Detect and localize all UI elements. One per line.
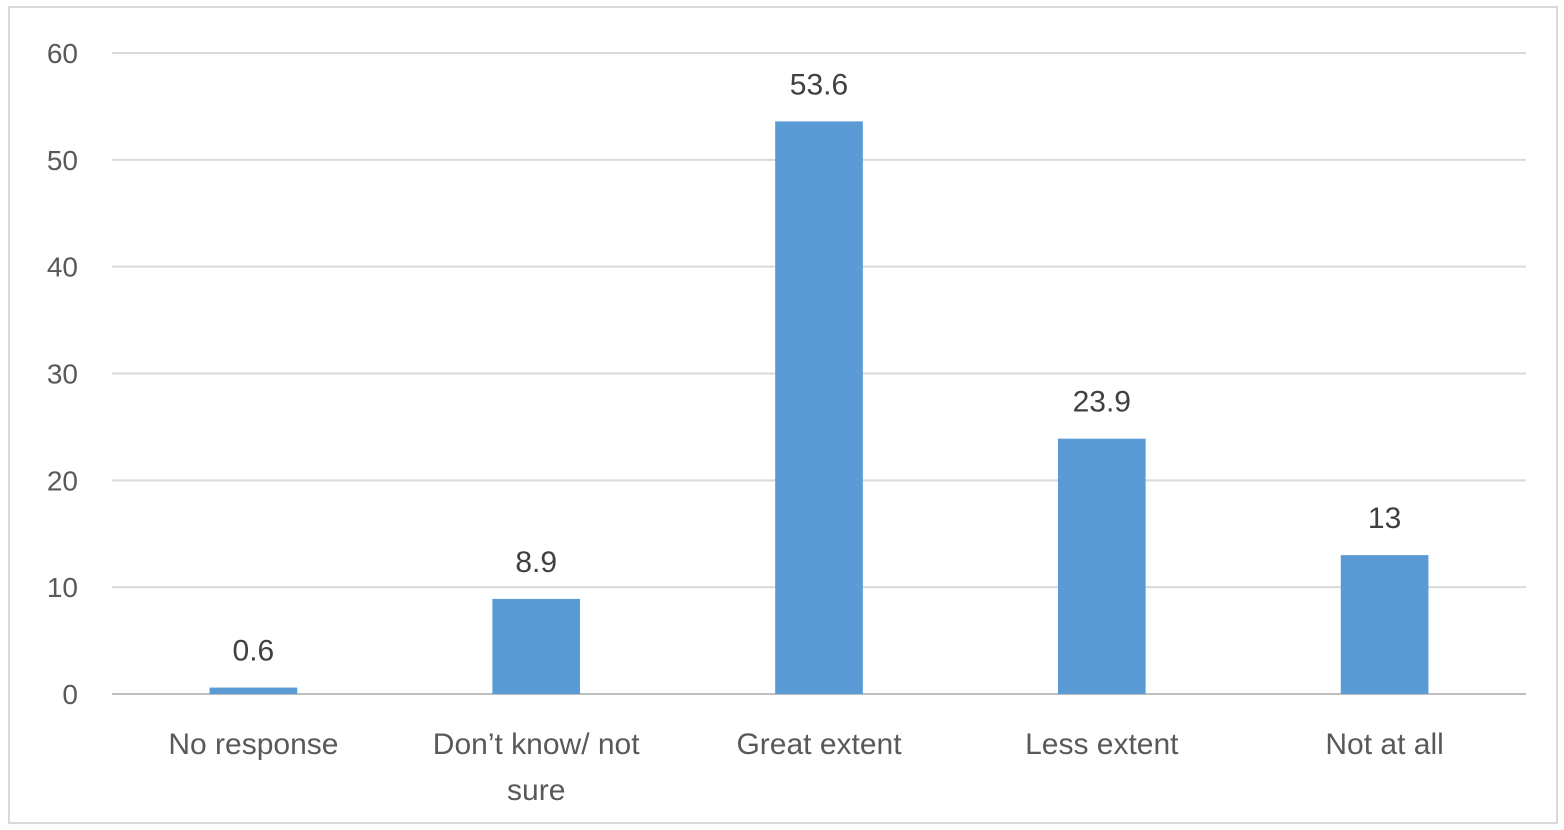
x-category-label: No response [168,728,338,761]
x-category-label: Not at all [1325,728,1443,761]
data-label: 8.9 [515,546,557,579]
x-category-label: Great extent [736,728,902,761]
bar [1057,438,1146,694]
bar [775,121,863,694]
y-tick-label: 30 [47,359,78,390]
x-category-label: Don’t know/ not [433,728,640,761]
y-tick-label: 0 [62,679,78,710]
data-label: 23.9 [1073,386,1131,419]
y-tick-label: 20 [47,465,78,496]
y-tick-label: 50 [47,145,78,176]
y-tick-label: 60 [47,38,78,69]
bar [492,598,581,694]
bar [209,687,298,694]
y-tick-label: 40 [47,252,78,283]
data-label: 53.6 [790,68,848,101]
x-category-label: sure [507,774,565,807]
x-category-label: Less extent [1025,728,1179,761]
data-label: 13 [1368,502,1401,535]
bar [1340,555,1429,694]
y-tick-label: 10 [47,572,78,603]
data-label: 0.6 [233,635,275,668]
